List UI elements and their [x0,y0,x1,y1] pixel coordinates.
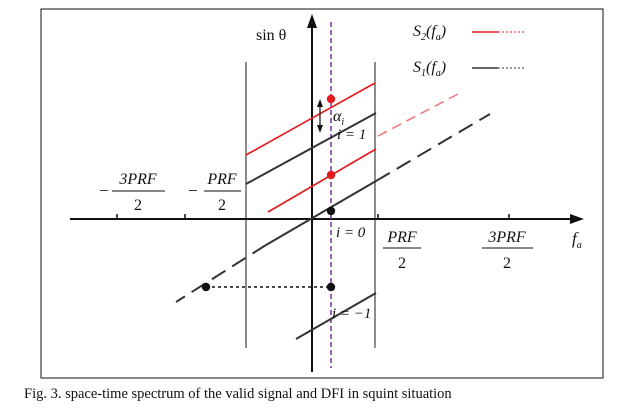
alpha-arrow-head-down [317,125,323,133]
s1-line-ext-up [375,113,491,182]
tick-label-numerator: PRF [386,229,417,246]
s1-line-mid [265,180,377,246]
tick-label-sign: − [188,181,198,200]
black-point-lower [326,282,336,292]
tick-label-pos-3prf2: 3PRF 2 [482,229,533,272]
black-point-left [201,282,211,292]
tick-label-pos-prf2: PRF 2 [383,229,421,272]
tick-label-denominator: 2 [398,255,406,272]
s1-line-ext-down [175,244,267,303]
red-point-mid [326,170,336,180]
i-equals-neg1-label: i = −1 [332,306,371,322]
tick-label-numerator: PRF [206,171,237,188]
i-equals-1-label: i = 1 [337,127,366,143]
tick-label-numerator: 3PRF [487,229,526,246]
tick-label-numerator: 3PRF [118,171,157,188]
tick-label-denominator: 2 [134,197,142,214]
s1-line-lower [295,292,377,340]
legend: S2(fa) S1(fa) [413,23,525,79]
tick-label-neg-prf2: − PRF 2 [188,171,241,214]
y-axis-arrow [307,14,317,28]
s2-line-upper-ext [377,92,461,137]
alpha-label: αi [333,108,344,128]
red-point-top [326,94,336,104]
figure-frame [40,8,604,379]
s1-line-upper [245,112,377,185]
tick-label-neg-3prf2: − 3PRF 2 [99,171,165,214]
x-axis-label: fa [572,229,582,251]
legend-s2-label: S2(fa) [413,23,446,43]
tick-label-denominator: 2 [503,255,511,272]
y-axis-label: sin θ [256,27,286,44]
s2-line-upper [245,82,376,156]
black-point-origin [326,206,336,216]
x-axis-arrow [570,214,584,224]
alpha-arrow-head-up [317,99,323,107]
i-equals-0-label: i = 0 [336,225,366,241]
legend-s1-label: S1(fa) [413,59,446,79]
tick-label-sign: − [99,181,109,200]
tick-label-denominator: 2 [218,197,226,214]
figure-caption: Fig. 3. space-time spectrum of the valid… [24,386,452,402]
s2-line-lower [267,148,377,213]
